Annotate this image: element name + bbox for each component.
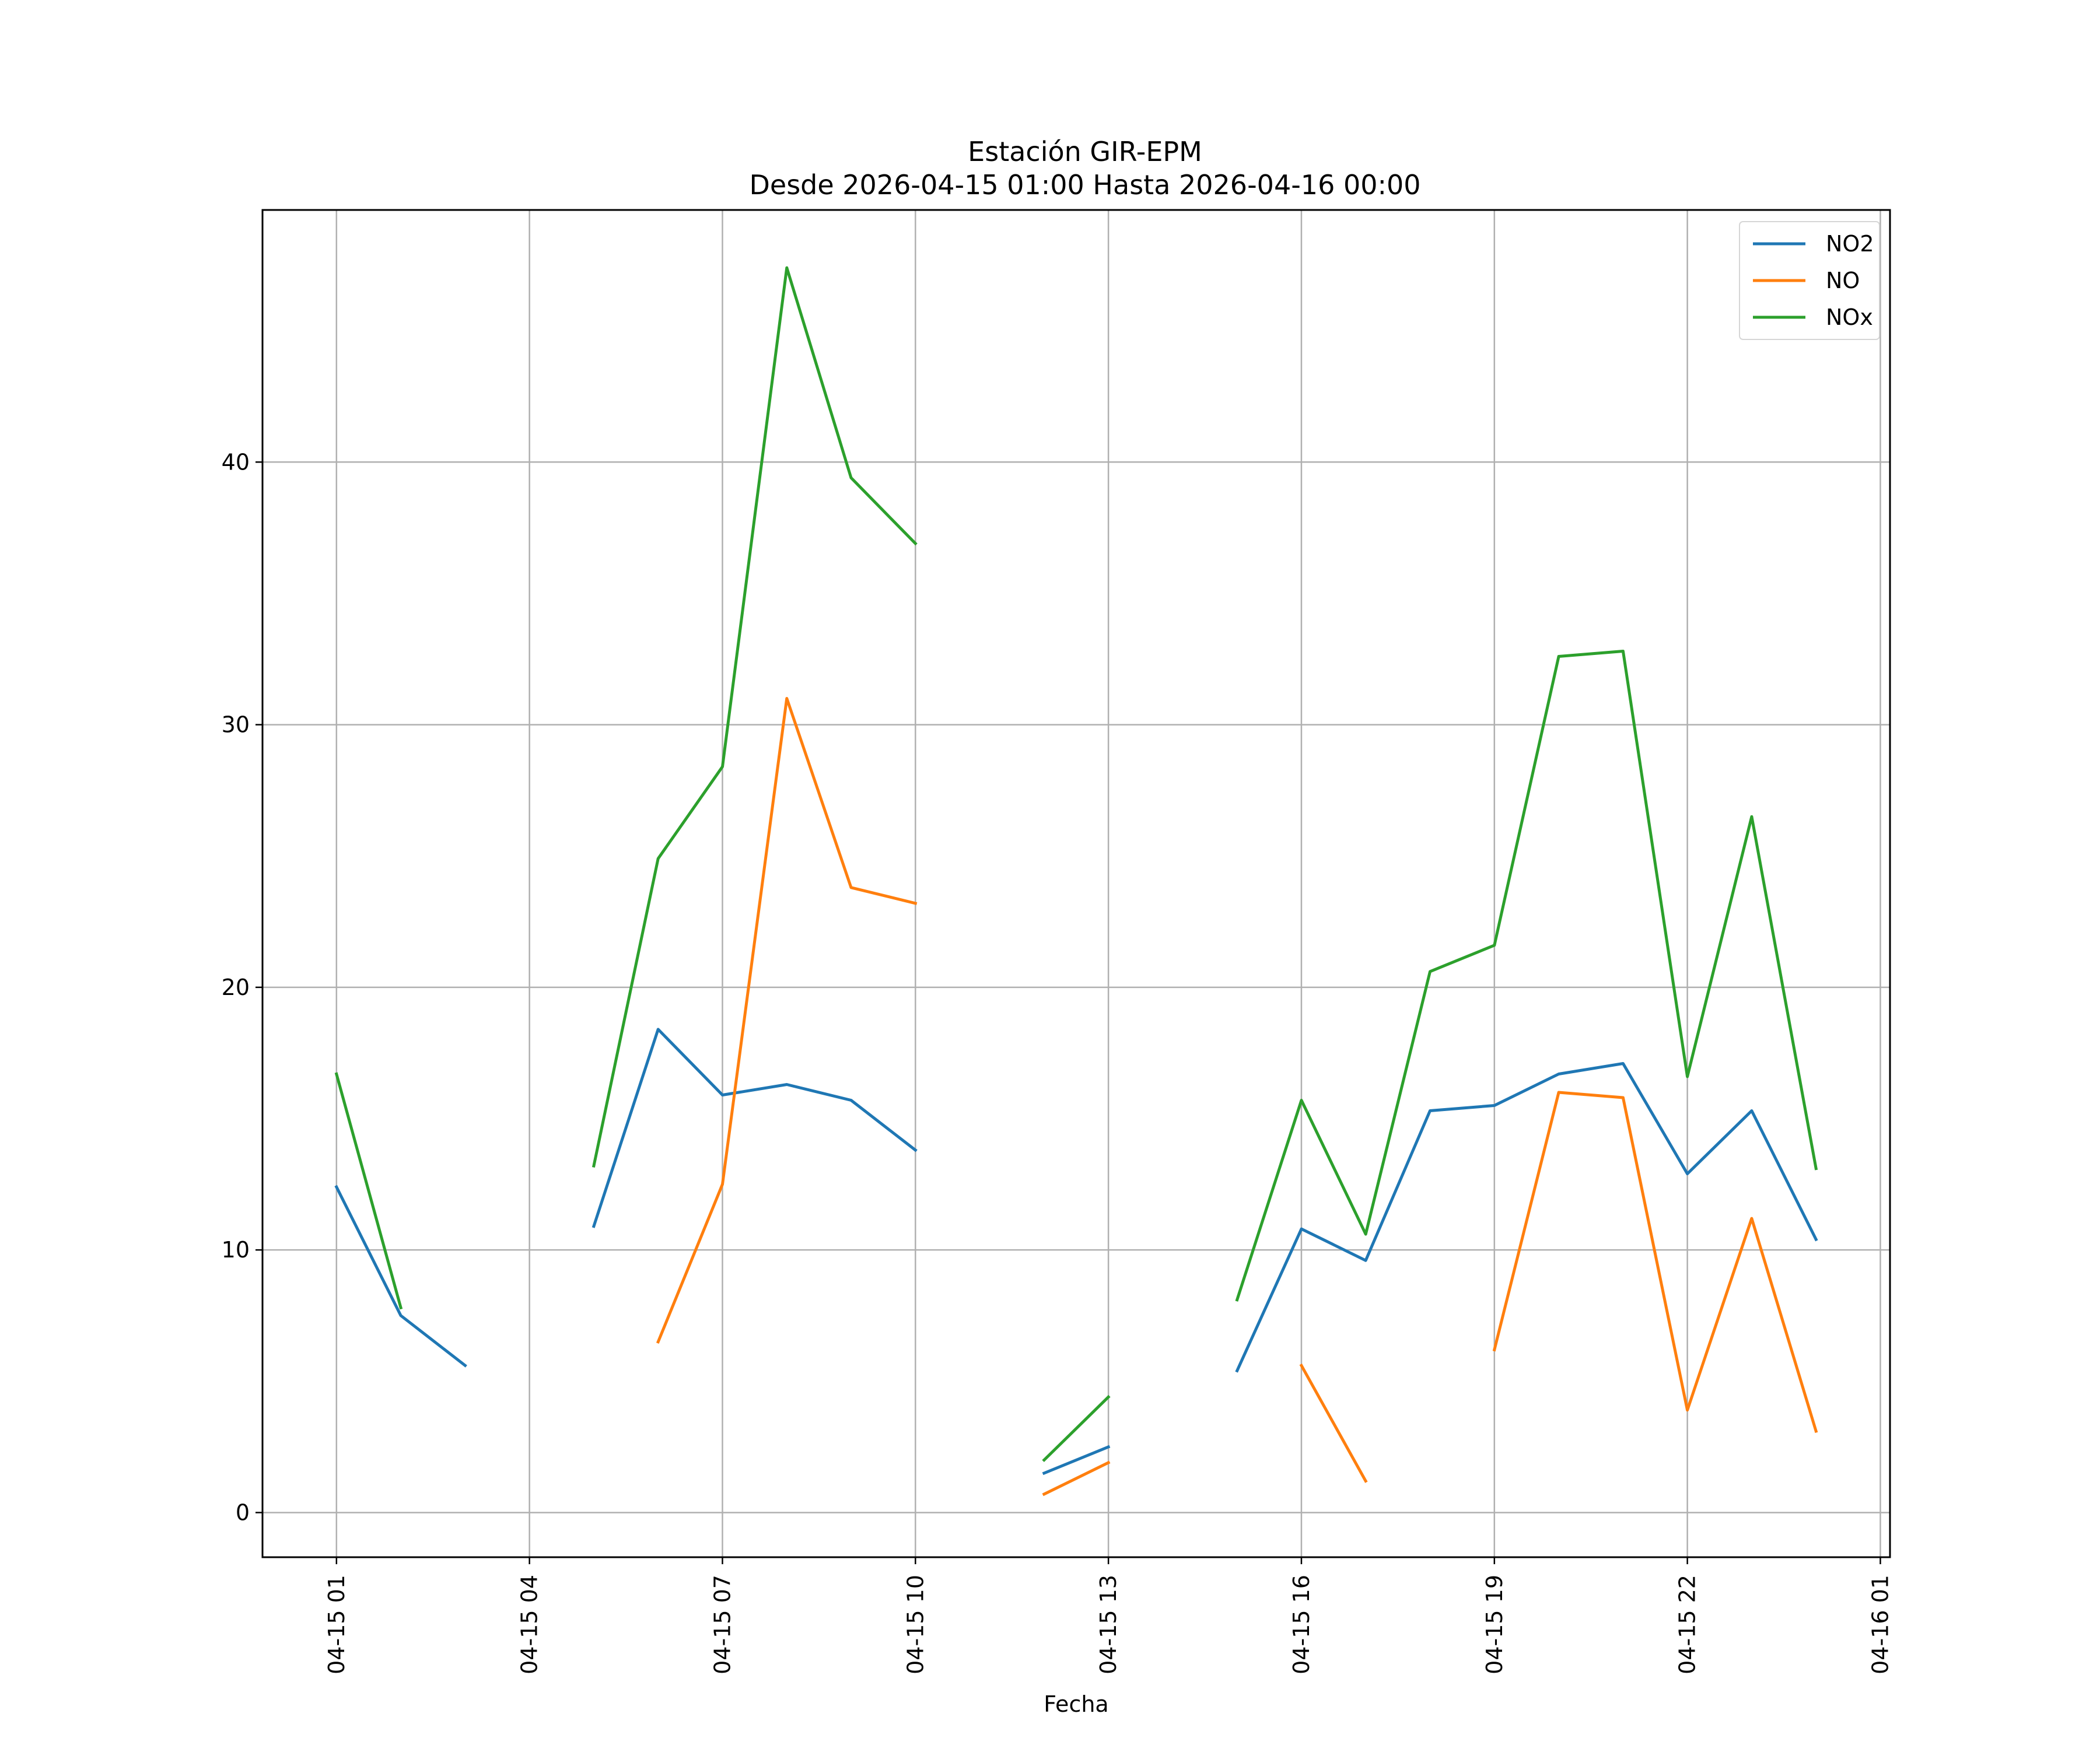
grid-lines bbox=[262, 210, 1890, 1557]
legend-box bbox=[1739, 221, 1880, 340]
series-line-nox bbox=[1235, 650, 1818, 1302]
series-line-nox bbox=[1042, 1394, 1111, 1462]
x-tick-label: 04-15 22 bbox=[1675, 1575, 1700, 1674]
y-tick-label: 30 bbox=[222, 712, 250, 738]
series-line-no2 bbox=[592, 1028, 918, 1228]
legend-label-no2: NO2 bbox=[1826, 231, 1874, 257]
chart-subtitle: Desde 2026-04-15 01:00 Hasta 2026-04-16 … bbox=[749, 169, 1420, 201]
series-line-nox bbox=[592, 266, 918, 1168]
series-line-no2 bbox=[334, 1185, 467, 1368]
x-tick-label: 04-15 19 bbox=[1482, 1575, 1507, 1674]
legend-label-nox: NOx bbox=[1826, 304, 1873, 330]
x-tick-label: 04-15 01 bbox=[324, 1575, 349, 1674]
axis-ticks: 04-15 01 04-15 04 04-15 07 04-15 10 04-15 13… bbox=[222, 449, 1894, 1674]
x-tick-label: 04-15 13 bbox=[1096, 1575, 1121, 1674]
series-line-no bbox=[656, 697, 918, 1344]
x-tick-label: 04-16 01 bbox=[1867, 1575, 1893, 1674]
series-line-no2 bbox=[1042, 1445, 1111, 1476]
y-tick-label: 20 bbox=[222, 975, 250, 1000]
y-tick-label: 0 bbox=[236, 1499, 250, 1525]
legend-label-no: NO bbox=[1826, 268, 1860, 293]
x-tick-label: 04-15 10 bbox=[902, 1575, 928, 1674]
series-lines bbox=[334, 266, 1818, 1497]
legend: NO2 NO NOx bbox=[1739, 221, 1880, 340]
series-line-no bbox=[1042, 1460, 1111, 1497]
series-line-nox bbox=[334, 1072, 403, 1310]
series-line-no bbox=[1299, 1363, 1368, 1483]
y-tick-label: 10 bbox=[222, 1237, 250, 1263]
x-tick-label: 04-15 16 bbox=[1289, 1575, 1314, 1674]
y-tick-label: 40 bbox=[222, 449, 250, 475]
series-line-no bbox=[1492, 1091, 1818, 1434]
series-line-no2 bbox=[1235, 1062, 1818, 1373]
x-tick-label: 04-15 04 bbox=[517, 1575, 542, 1674]
x-axis-label: Fecha bbox=[1044, 1691, 1108, 1717]
x-tick-label: 04-15 07 bbox=[709, 1575, 735, 1674]
plot-frame bbox=[261, 209, 1891, 1558]
chart-title: Estación GIR-EPM bbox=[968, 136, 1202, 167]
